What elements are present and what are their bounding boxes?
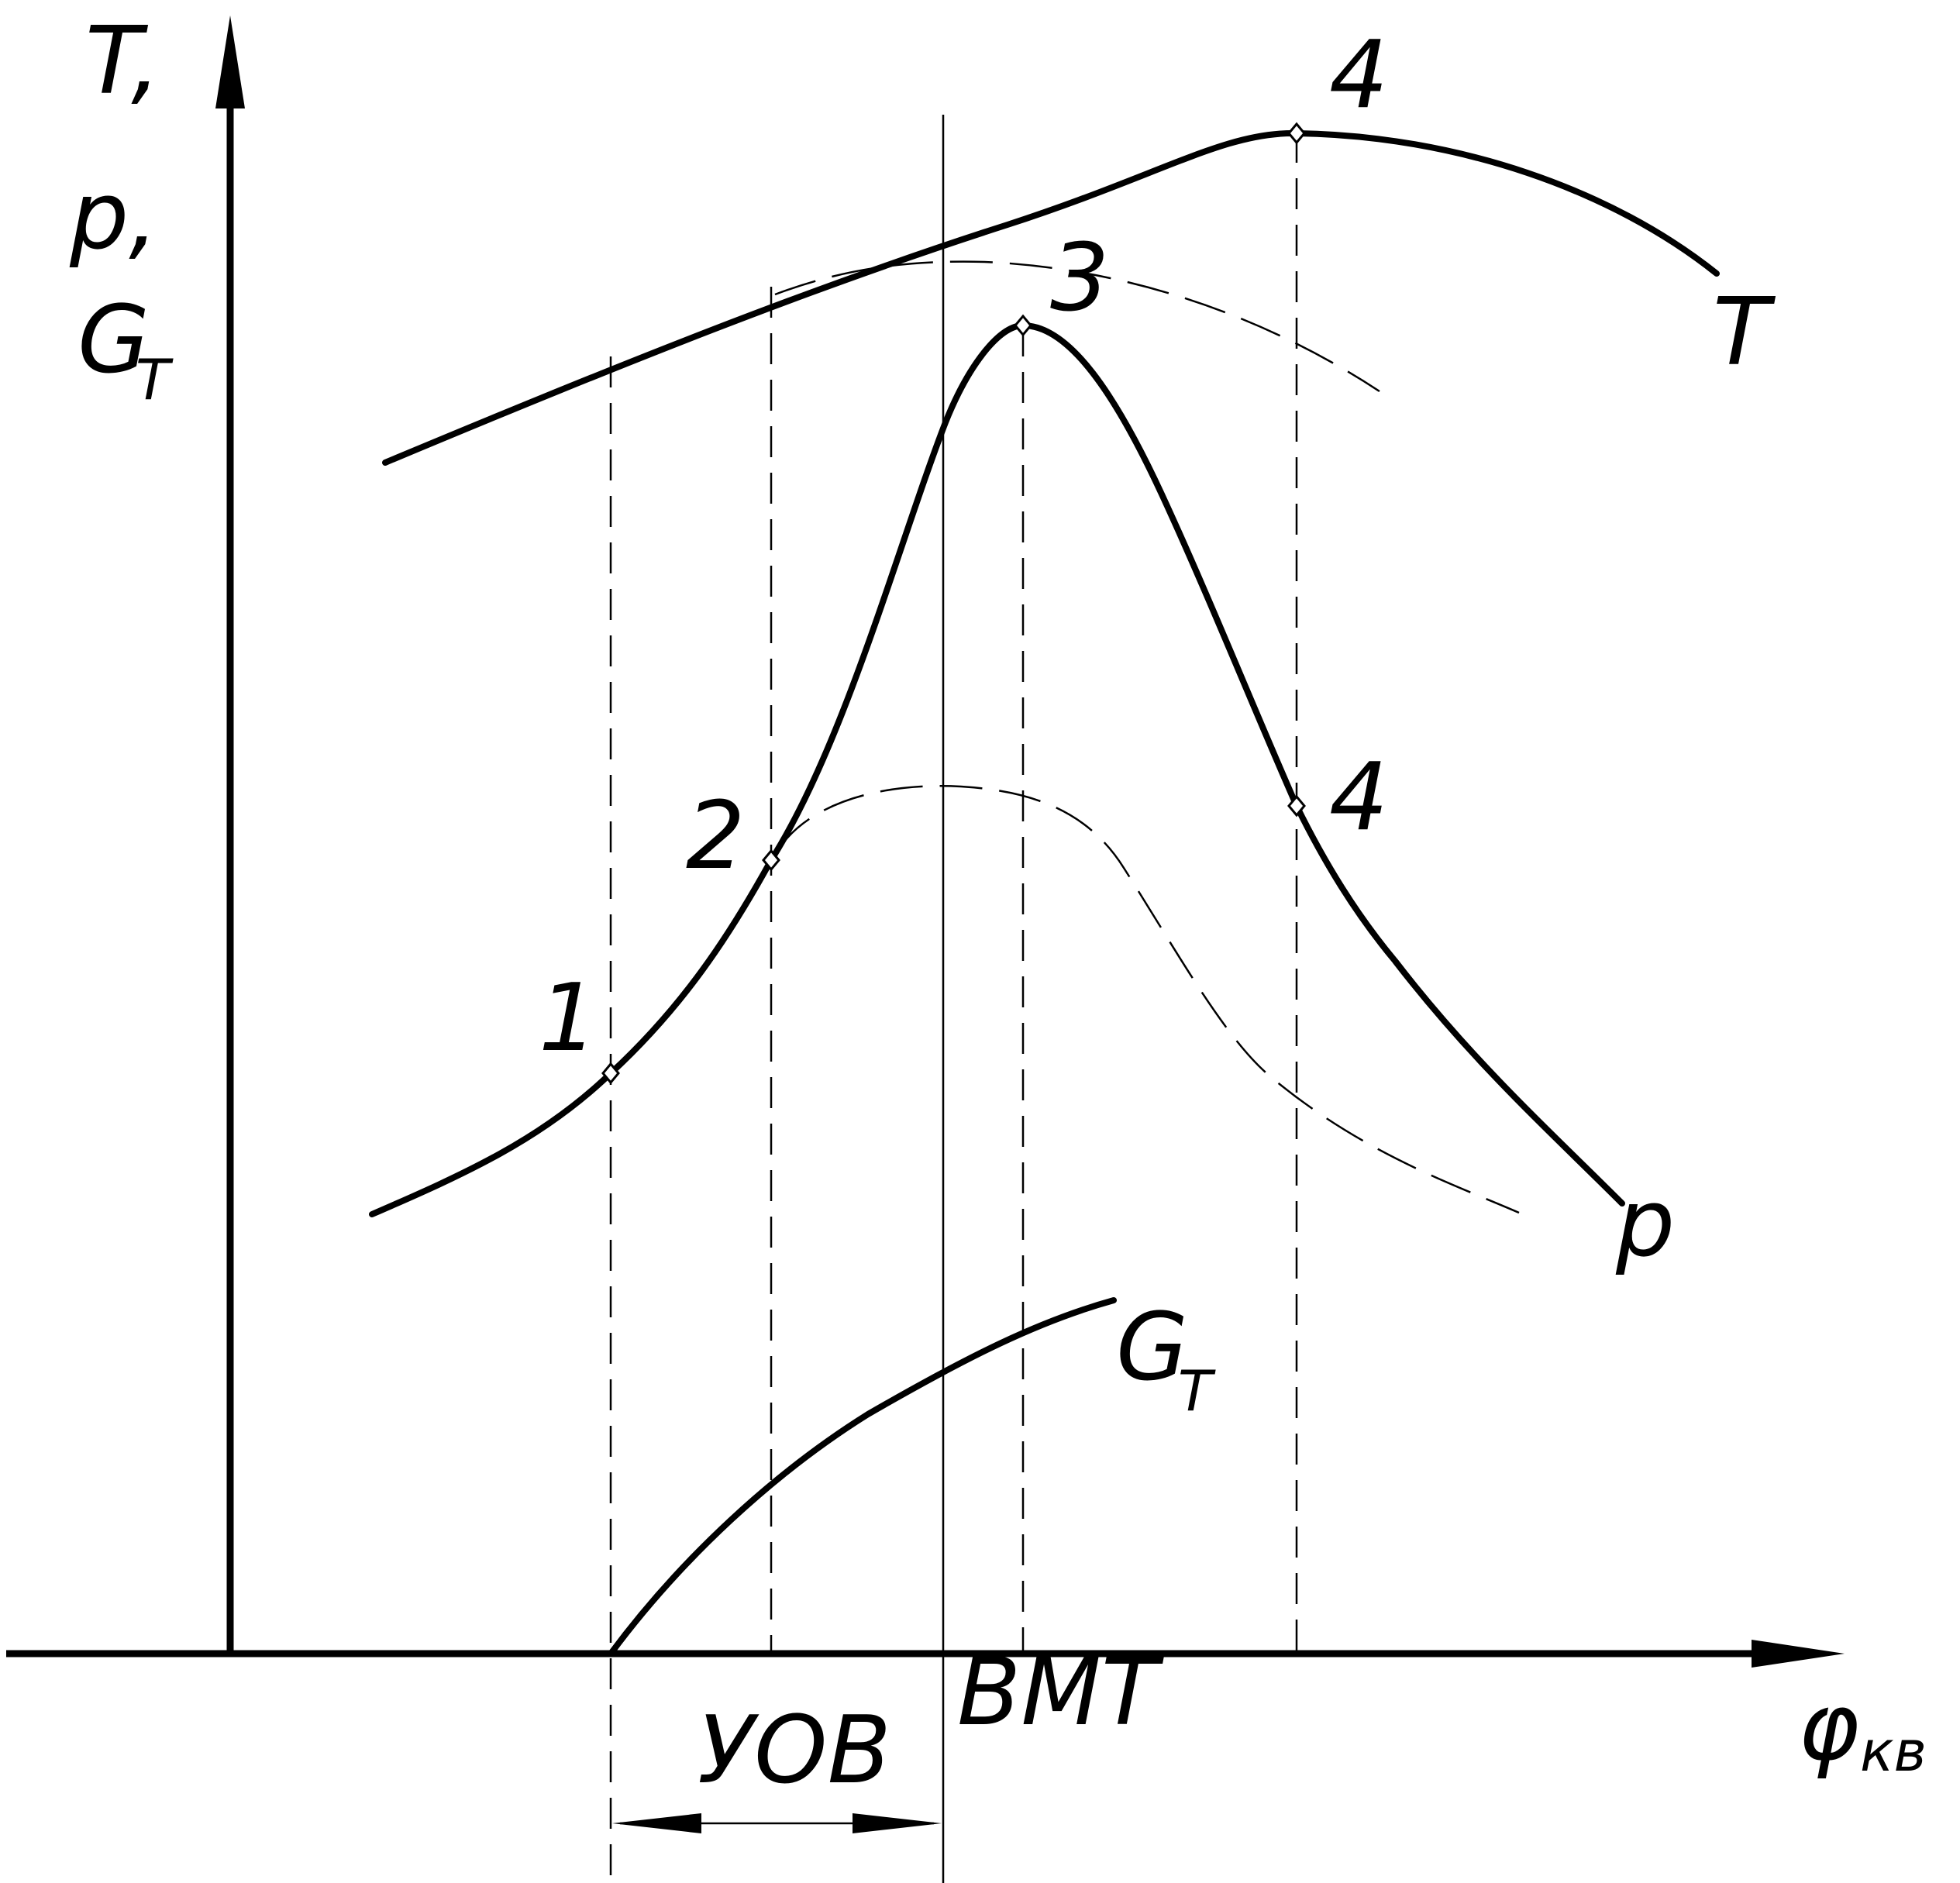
x-axis-label-sub: кв [1860, 1719, 1927, 1784]
fuel-supply-curve-label-sub: T [1178, 1358, 1216, 1423]
point-label-3: 3 [1050, 225, 1109, 332]
x-axis-arrowhead [1752, 1640, 1845, 1668]
point-3-marker [1014, 314, 1032, 337]
dimension-arrow-left [612, 1813, 701, 1833]
fuel-supply-curve [608, 1297, 1117, 1657]
y-axis-label-line1: T, [85, 8, 160, 115]
point-4-marker-temperature [1287, 122, 1306, 145]
curve-labels: T p G T [1116, 279, 1776, 1423]
point-labels: 1 2 3 4 4 [539, 22, 1388, 1072]
temperature-dashed-curve [774, 260, 1380, 393]
point-4-marker-pressure [1287, 794, 1306, 818]
y-axis-label-line3-sub: T [136, 347, 174, 412]
point-1-marker [601, 1062, 620, 1085]
temperature-curve [382, 129, 1720, 466]
point-label-2: 2 [686, 783, 745, 890]
point-label-4-pressure: 4 [1329, 744, 1388, 852]
pressure-dashed-curve [777, 785, 1520, 1214]
axes [6, 15, 1845, 1668]
tdc-label: ВМТ [957, 1639, 1165, 1747]
pressure-curve [369, 322, 1625, 1217]
main-curves [369, 129, 1720, 1657]
dimension-arrow-right [853, 1813, 942, 1833]
injection-advance-dimension: УОВ [612, 1697, 942, 1833]
y-axis-arrowhead [215, 15, 245, 108]
y-axis-label-line2: p, [69, 163, 158, 270]
injection-advance-label: УОВ [698, 1697, 891, 1805]
temperature-curve-label: T [1713, 279, 1776, 387]
point-label-4-temperature: 4 [1329, 22, 1388, 129]
point-2-marker [762, 849, 780, 872]
fuel-supply-curve-label-main: G [1116, 1294, 1188, 1402]
y-axis-label-line3-main: G [78, 287, 150, 394]
y-axis-label: T, p, G T [69, 8, 174, 412]
point-markers [601, 122, 1306, 1085]
dashed-curves [774, 260, 1520, 1214]
pressure-curve-label: p [1615, 1170, 1675, 1278]
x-axis-label: φ кв [1798, 1674, 1927, 1784]
x-axis-label-main: φ [1798, 1674, 1859, 1781]
guide-lines [609, 115, 1298, 1883]
point-label-1: 1 [539, 965, 598, 1072]
